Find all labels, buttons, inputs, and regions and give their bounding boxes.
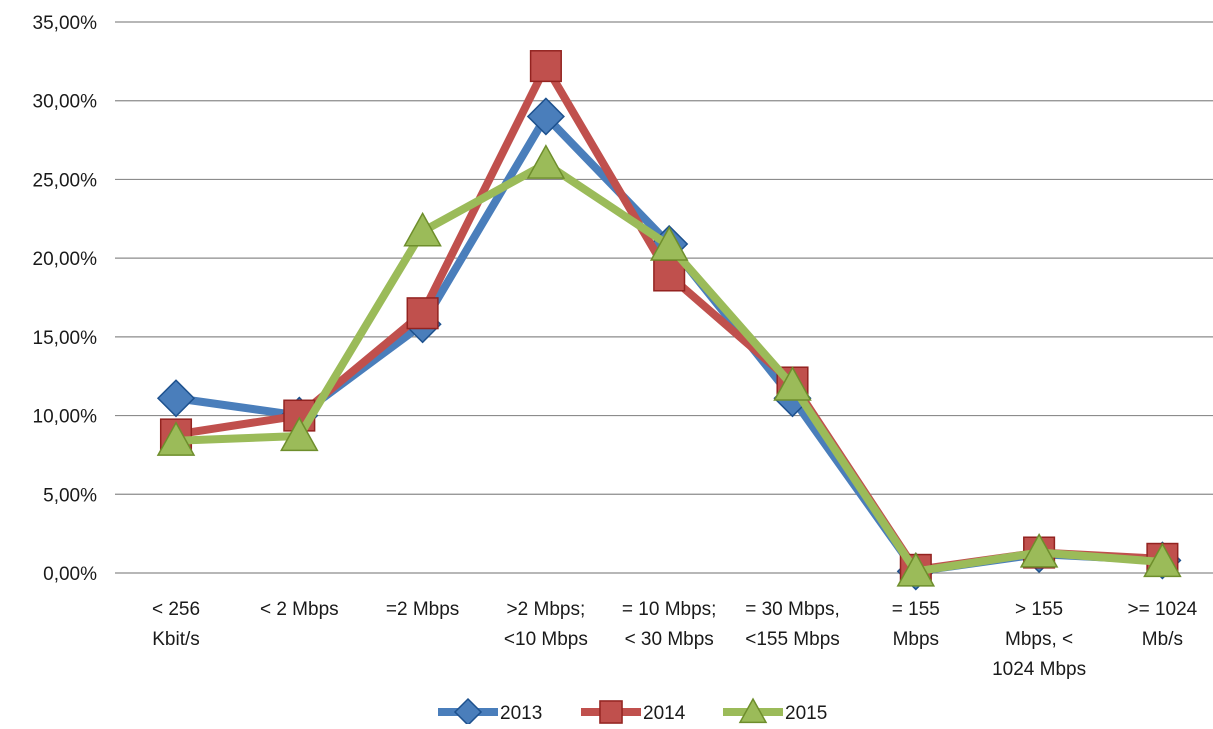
- x-category-label: > 155 Mbps, <1024 Mbps: [992, 599, 1086, 680]
- data-point-2015: [773, 366, 812, 401]
- series-line-2013: [172, 112, 1167, 576]
- y-tick-label: 20,00%: [33, 249, 98, 270]
- legend-item-2014: 2014: [581, 700, 686, 724]
- y-tick-label: 5,00%: [43, 485, 97, 506]
- data-point-2015: [526, 144, 566, 179]
- legend-marker: [599, 700, 623, 724]
- x-category-label: = 30 Mbps, <155 Mbps: [745, 599, 840, 650]
- legend-label: 2015: [785, 703, 827, 724]
- gridlines: [115, 21, 1213, 574]
- y-tick-label: 0,00%: [43, 564, 97, 585]
- data-point-2015: [1019, 532, 1059, 568]
- x-category-label: < 256 Kbit/s: [152, 599, 200, 650]
- y-tick-label: 15,00%: [33, 328, 98, 349]
- x-category-label: = 155 Mbps: [892, 599, 940, 650]
- y-tick-label: 25,00%: [33, 170, 98, 191]
- x-category-label: >= 1024 Mb/s: [1128, 599, 1198, 650]
- series-2013: [156, 97, 1182, 591]
- series-2015: [156, 144, 1182, 587]
- legend: 2013 2014 2015: [438, 697, 827, 727]
- x-axis-category-labels: < 256 Kbit/s < 2 Mbps =2 Mbps >2 Mbps; <10 Mb…: [152, 599, 1198, 680]
- data-point-2014: [529, 50, 562, 83]
- y-axis-tick-labels: 0,00% 5,00% 10,00% 15,00% 20,00% 25,00% 30,00%…: [33, 13, 98, 585]
- data-point-2013: [156, 379, 196, 418]
- legend-marker: [453, 697, 483, 727]
- legend-label: 2014: [643, 703, 686, 724]
- legend-label: 2013: [500, 703, 542, 724]
- data-point-2015: [403, 211, 442, 247]
- y-tick-label: 10,00%: [33, 407, 98, 428]
- data-point-2015: [649, 226, 689, 261]
- data-point-2015: [1143, 542, 1182, 578]
- y-tick-label: 30,00%: [33, 92, 98, 113]
- series-layer: [156, 50, 1182, 591]
- x-category-label: = 10 Mbps; < 30 Mbps: [622, 599, 717, 650]
- series-line-2015: [172, 159, 1167, 576]
- legend-marker: [738, 697, 768, 724]
- x-category-label: < 2 Mbps: [260, 599, 339, 620]
- data-point-2015: [156, 421, 196, 456]
- x-category-label: >2 Mbps; <10 Mbps: [504, 599, 588, 650]
- data-point-2015: [896, 551, 936, 587]
- series-2014: [159, 50, 1179, 586]
- data-point-2014: [406, 297, 439, 330]
- y-tick-label: 35,00%: [33, 13, 98, 34]
- legend-item-2013: 2013: [438, 697, 542, 727]
- data-point-2013: [526, 97, 565, 136]
- legend-item-2015: 2015: [723, 697, 827, 724]
- data-point-2014: [653, 259, 686, 292]
- data-point-2015: [280, 416, 319, 452]
- x-category-label: =2 Mbps: [386, 599, 459, 620]
